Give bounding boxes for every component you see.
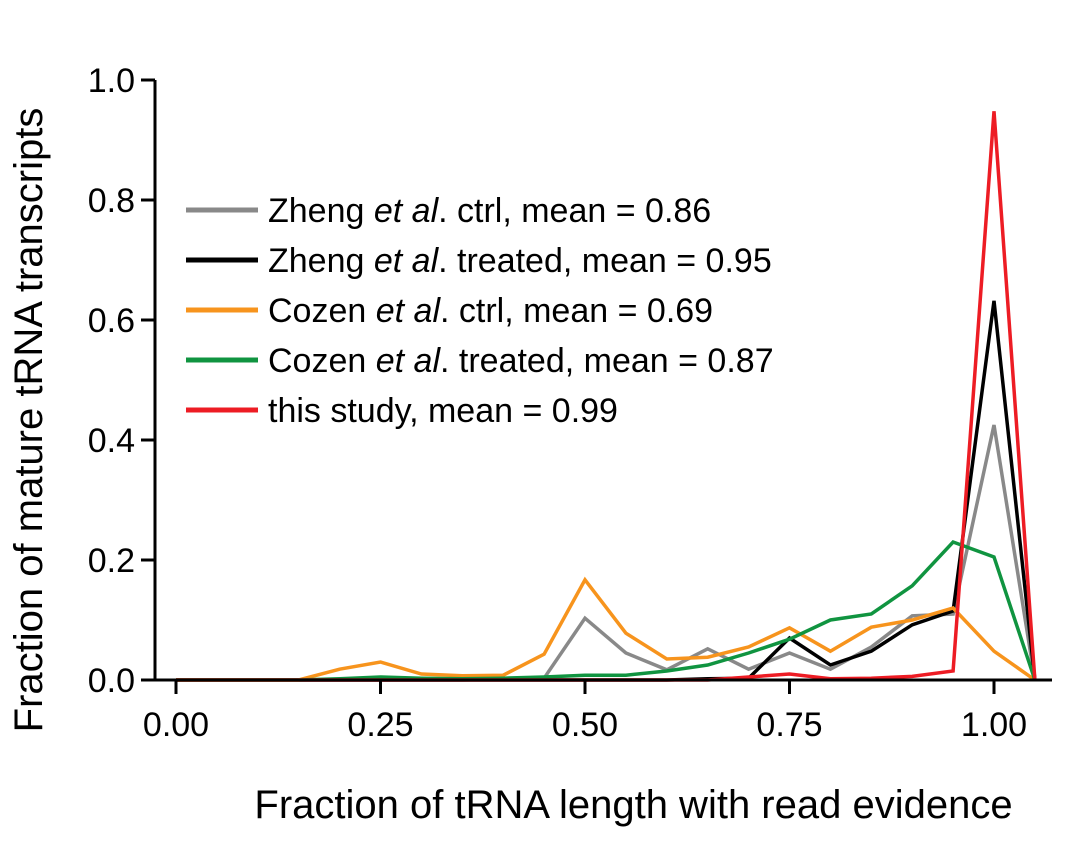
x-axis-title: Fraction of tRNA length with read eviden… <box>254 783 1012 827</box>
y-tick-label: 0.2 <box>88 542 135 580</box>
legend-label-5: this study, mean = 0.99 <box>268 392 618 430</box>
x-tick-label: 0.00 <box>143 706 209 744</box>
y-tick-label: 0.4 <box>88 422 135 460</box>
axes-layer: 0.0 0.2 0.4 0.6 0.8 1.0 0.00 0.25 0.50 0.75 1.00 <box>88 62 1052 744</box>
series-line-1 <box>176 424 1037 682</box>
y-tick-label: 0.0 <box>88 662 135 700</box>
legend: Zheng et al. ctrl, mean = 0.86 Zheng et a… <box>186 192 774 430</box>
x-tick-label: 0.25 <box>347 706 413 744</box>
legend-label-3: Cozen et al. ctrl, mean = 0.69 <box>268 292 713 330</box>
legend-label-1: Zheng et al. ctrl, mean = 0.86 <box>268 192 711 230</box>
y-ticks: 0.0 0.2 0.4 0.6 0.8 1.0 <box>88 62 155 700</box>
x-ticks: 0.00 0.25 0.50 0.75 1.00 <box>143 680 1027 744</box>
y-tick-label: 1.0 <box>88 62 135 100</box>
x-tick-label: 1.00 <box>961 706 1027 744</box>
y-tick-label: 0.6 <box>88 302 135 340</box>
x-tick-label: 0.75 <box>756 706 822 744</box>
legend-label-2: Zheng et al. treated, mean = 0.95 <box>268 242 772 280</box>
x-tick-label: 0.50 <box>552 706 618 744</box>
y-axis-title: Fraction of mature tRNA transcripts <box>7 108 51 733</box>
series-line-3 <box>176 576 1036 682</box>
series-line-4 <box>176 539 1037 682</box>
legend-label-4: Cozen et al. treated, mean = 0.87 <box>268 342 774 380</box>
y-tick-label: 0.8 <box>88 182 135 220</box>
